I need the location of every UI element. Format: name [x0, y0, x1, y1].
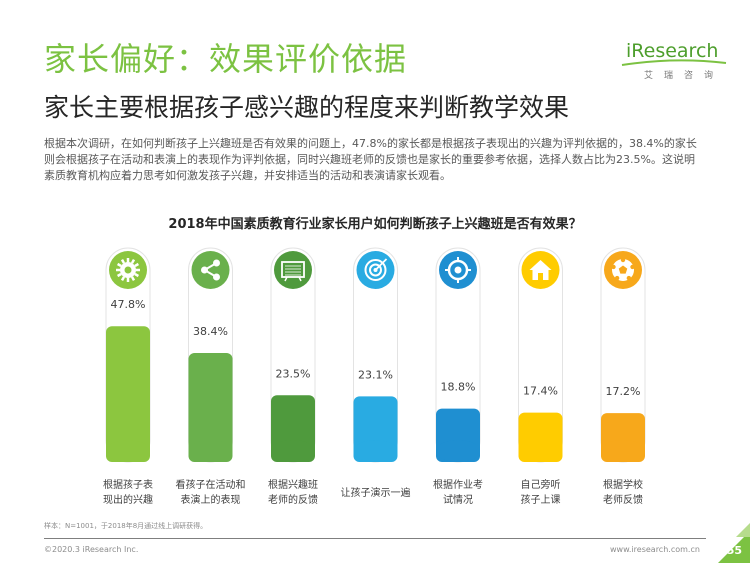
bar-group: 47.8% 根据孩子表现出的兴趣 [103, 247, 153, 506]
category-label: 让孩子演示一遍 [341, 486, 411, 499]
category-label: 老师的反馈 [268, 493, 318, 506]
logo-chinese: 艾瑞咨询 [644, 71, 725, 81]
logo-swoosh-icon [621, 59, 727, 66]
iresearch-logo: iResearch 艾瑞咨询 [620, 40, 730, 85]
copyright: ©2020.3 iResearch Inc. [44, 545, 139, 554]
bar-base [518, 440, 563, 462]
corner-decoration [718, 523, 750, 563]
category-label: 自己旁听 [521, 478, 561, 491]
category-label: 看孩子在活动和 [176, 478, 246, 491]
chart-title: 2018年中国素质教育行业家长用户如何判断孩子上兴趣班是否有效果？ [168, 217, 582, 232]
category-label: 表演上的表现 [181, 493, 241, 506]
bar-base [106, 440, 150, 462]
bar-base [436, 440, 480, 462]
data-label: 23.5% [276, 367, 311, 380]
bar-base [601, 440, 645, 462]
category-label: 试情况 [443, 493, 473, 506]
page-title: 家长偏好：效果评价依据 [44, 40, 408, 78]
footer-divider [44, 538, 706, 539]
bar [188, 352, 233, 462]
bar [106, 326, 150, 462]
footnote: 样本：N=1001，于2018年8月通过线上调研获得。 [44, 522, 208, 530]
category-label: 根据孩子表 [103, 478, 153, 491]
data-label: 18.8% [441, 381, 476, 394]
data-label: 17.2% [606, 385, 641, 398]
data-label: 17.4% [523, 385, 558, 398]
share-icon [191, 251, 230, 289]
data-label: 38.4% [193, 325, 228, 338]
category-label: 根据作业考 [433, 478, 483, 491]
bar-base [353, 440, 398, 462]
category-label: 根据学校 [603, 478, 643, 491]
category-label: 老师反馈 [603, 493, 643, 506]
category-label: 根据兴趣班 [268, 478, 318, 491]
bar-group: 23.1% 让孩子演示一遍 [341, 247, 411, 499]
website: www.iresearch.com.cn [610, 545, 700, 554]
data-label: 23.1% [358, 368, 393, 381]
category-label: 现出的兴趣 [103, 493, 153, 506]
intro-paragraph: 根据本次调研，在如何判断孩子上兴趣班是否有效果的问题上，47.8%的家长都是根据… [44, 137, 697, 182]
data-label: 47.8% [111, 298, 146, 311]
page-number: 55 [726, 544, 742, 557]
blackboard-icon [274, 251, 312, 289]
logo-text: iResearch [626, 40, 719, 62]
page-subtitle: 家长主要根据孩子感兴趣的程度来判断教学效果 [44, 93, 570, 122]
bar-base [188, 440, 233, 462]
bar-base [271, 440, 315, 462]
category-label: 孩子上课 [521, 493, 561, 506]
